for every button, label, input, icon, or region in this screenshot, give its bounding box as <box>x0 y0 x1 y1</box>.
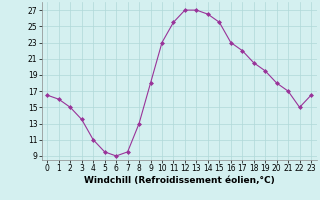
X-axis label: Windchill (Refroidissement éolien,°C): Windchill (Refroidissement éolien,°C) <box>84 176 275 185</box>
